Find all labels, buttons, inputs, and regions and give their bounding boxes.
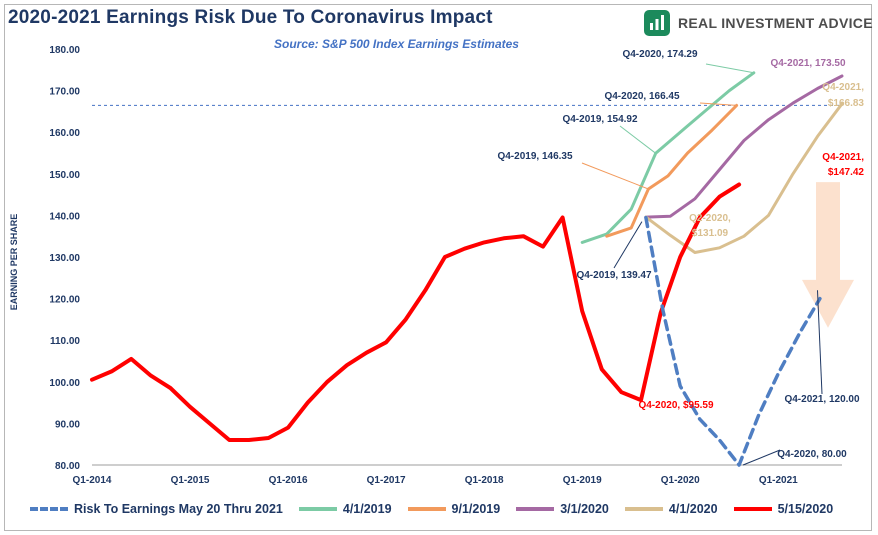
legend-item: 5/15/2020: [733, 502, 834, 516]
data-label: $166.83: [828, 98, 865, 109]
data-label: Q4-2021, 173.50: [770, 58, 845, 69]
down-arrow-icon: [802, 182, 854, 328]
legend-label: 5/15/2020: [777, 502, 834, 516]
y-tick-label: 150.00: [49, 170, 80, 181]
y-tick-label: 130.00: [49, 253, 80, 264]
leader-line: [816, 290, 823, 395]
x-tick-label: Q1-2020: [661, 475, 700, 486]
legend-swatch: [624, 507, 663, 511]
data-label: Q4-2021, 120.00: [784, 394, 859, 405]
legend-item: 4/1/2020: [624, 502, 718, 516]
legend-swatch: [733, 507, 772, 511]
leader-line: [742, 449, 781, 466]
data-label: Q4-2021,: [822, 152, 864, 163]
x-tick-label: Q1-2016: [269, 475, 308, 486]
series-line-9-1-2019: [605, 103, 739, 238]
data-label: $147.42: [828, 167, 865, 178]
legend-item: Risk To Earnings May 20 Thru 2021: [30, 502, 283, 516]
series-group: [90, 71, 844, 467]
data-label: Q4-2020, 166.45: [604, 91, 679, 102]
legend-item: 3/1/2020: [516, 502, 609, 516]
legend-label: Risk To Earnings May 20 Thru 2021: [74, 502, 283, 516]
legend-swatch: [298, 507, 337, 511]
x-tick-label: Q1-2019: [563, 475, 602, 486]
bar-chart-icon: [644, 10, 670, 36]
data-label: Q4-2019, 146.35: [497, 151, 572, 162]
legend-label: 4/1/2020: [668, 502, 718, 516]
leader-lines-group: [581, 63, 823, 466]
y-tick-label: 120.00: [49, 295, 80, 306]
data-label: $131.09: [692, 228, 729, 239]
y-tick-label: 80.00: [55, 461, 80, 472]
leader-line: [613, 221, 643, 269]
data-label: Q4-2021,: [822, 82, 864, 93]
series-line-4-1-2019: [580, 71, 756, 244]
y-tick-label: 170.00: [49, 87, 80, 98]
y-tick-label: 90.00: [55, 419, 80, 430]
legend-item: 4/1/2019: [298, 502, 392, 516]
chart-title: 2020-2021 Earnings Risk Due To Coronavir…: [8, 7, 493, 28]
legend-swatch: [407, 507, 446, 511]
x-tick-label: Q1-2014: [73, 475, 112, 486]
legend-label: 9/1/2019: [451, 502, 501, 516]
x-tick-label: Q1-2018: [465, 475, 504, 486]
data-label: Q2-2020,: [689, 213, 731, 224]
chart-axes: 80.00 90.00 100.00 110.00 120.00 130.00 140.00…: [49, 45, 842, 486]
legend-swatch: [30, 507, 68, 511]
data-label: Q4-2020, 80.00: [777, 449, 847, 460]
down-arrow-group: [802, 182, 854, 328]
series-line-5-15-2020: [90, 182, 742, 442]
legend-swatch: [516, 507, 555, 511]
y-tick-label: 180.00: [49, 45, 80, 56]
leader-line: [705, 63, 754, 74]
chart-subtitle: Source: S&P 500 Index Earnings Estimates: [274, 37, 519, 51]
annotations-group: Q4-2020, 174.29 Q4-2021, 173.50 Q4-2020, 1…: [497, 49, 864, 460]
series-line-risk-to-earnings-may-20-thru-2021: [644, 215, 822, 467]
x-tick-label: Q1-2017: [367, 475, 406, 486]
legend: Risk To Earnings May 20 Thru 2021 4/1/201…: [30, 498, 870, 520]
leader-line: [619, 125, 657, 154]
y-tick-label: 140.00: [49, 211, 80, 222]
y-tick-label: 110.00: [50, 336, 80, 347]
data-label: Q4-2020, 174.29: [622, 49, 697, 60]
legend-label: 3/1/2020: [560, 502, 609, 516]
y-tick-label: 100.00: [49, 378, 80, 389]
series-line-3-1-2020: [644, 74, 844, 219]
series-line-4-1-2020: [644, 102, 844, 254]
data-label: Q4-2019, 139.47: [576, 270, 651, 281]
leader-line: [581, 162, 649, 190]
leader-line: [699, 102, 737, 106]
brand: REAL INVESTMENT ADVICE: [644, 8, 873, 38]
legend-item: 9/1/2019: [407, 502, 501, 516]
legend-label: 4/1/2019: [342, 502, 392, 516]
data-label: Q4-2019, 154.92: [562, 114, 637, 125]
x-tick-label: Q1-2021: [759, 475, 798, 486]
brand-name: REAL INVESTMENT ADVICE: [678, 15, 873, 31]
y-tick-label: 160.00: [49, 128, 80, 139]
x-tick-label: Q1-2015: [171, 475, 210, 486]
data-label: Q4-2020, $95.59: [638, 400, 713, 411]
